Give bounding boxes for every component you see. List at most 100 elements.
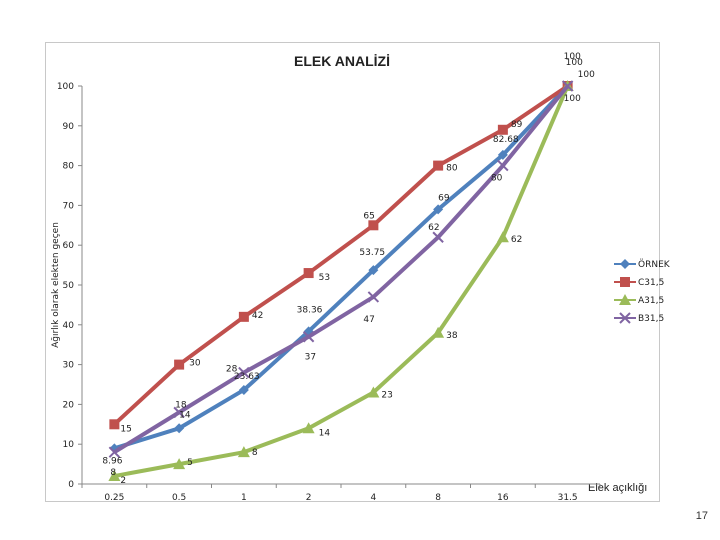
- y-tick-label: 100: [57, 82, 74, 92]
- series-line-0: [113, 84, 570, 451]
- series-point-0: [497, 149, 508, 160]
- legend-label: C31,5: [638, 278, 664, 288]
- data-label: 62: [428, 223, 439, 233]
- data-label: 47: [363, 315, 374, 325]
- series-point-1: [174, 359, 185, 370]
- y-axis-label: Ağırlık olarak elekten geçen: [51, 222, 61, 348]
- y-tick-label: 10: [63, 440, 75, 450]
- series-point-0: [174, 423, 185, 434]
- series-line-1: [113, 84, 569, 426]
- series-point-2: [108, 470, 121, 482]
- data-label: 15: [120, 424, 131, 434]
- legend-label: ÖRNEK: [638, 259, 671, 270]
- data-label: 53.75: [359, 248, 385, 258]
- series-point-2: [302, 422, 315, 434]
- data-label: 65: [363, 211, 374, 221]
- data-label: 53: [319, 273, 330, 283]
- series-point-1: [433, 160, 444, 171]
- y-tick-label: 20: [63, 400, 75, 410]
- x-tick-label: 31.5: [558, 493, 578, 503]
- x-tick-label: 1: [241, 493, 247, 503]
- series-point-1: [109, 419, 120, 430]
- legend: ÖRNEK C31,5 A31,5 B31,5: [614, 259, 671, 324]
- series-line-3: [113, 84, 570, 454]
- series-point-0: [433, 204, 444, 215]
- legend-label: B31,5: [638, 314, 664, 324]
- data-label: 82.68: [493, 135, 519, 145]
- data-label: 14: [319, 428, 331, 438]
- x-tick-label: 0.25: [104, 493, 124, 503]
- series-lines: [108, 80, 574, 482]
- data-label: 38: [446, 331, 458, 341]
- series-point-3: [561, 80, 574, 92]
- data-label: 100: [566, 58, 583, 68]
- series-point-0: [368, 265, 379, 276]
- series-point-3: [108, 446, 121, 458]
- page-number: 17: [695, 510, 708, 522]
- data-label: 5: [187, 458, 193, 468]
- y-tick-label: 60: [63, 241, 75, 251]
- legend-marker: [619, 312, 631, 324]
- series-point-2: [496, 231, 509, 243]
- chart-frame: [45, 42, 660, 502]
- y-tick-label: 40: [63, 321, 75, 331]
- data-label: 30: [189, 359, 201, 369]
- series-point-3: [173, 406, 185, 419]
- data-label: 28: [226, 365, 238, 375]
- legend-marker: [620, 277, 630, 287]
- data-label: 100: [564, 52, 581, 62]
- data-label: 14: [179, 410, 191, 420]
- data-label: 38.36: [297, 305, 323, 315]
- y-tick-label: 80: [63, 162, 75, 172]
- data-label: 8: [252, 448, 258, 458]
- data-label: 23.63: [234, 372, 260, 382]
- data-label: 8.96: [102, 456, 122, 466]
- y-tick-label: 90: [63, 122, 75, 132]
- legend-marker: [619, 294, 631, 305]
- legend-label: A31,5: [638, 296, 664, 306]
- series-point-3: [367, 291, 380, 303]
- data-label: 89: [511, 120, 523, 130]
- data-label: 8: [110, 468, 116, 478]
- series-point-0: [238, 384, 249, 395]
- x-axis-label: Elek açıklığı: [588, 482, 647, 494]
- series-point-2: [237, 446, 250, 458]
- series-point-2: [432, 326, 445, 338]
- data-label: 2: [120, 476, 126, 486]
- data-labels: 8.96 14 23.63 38.36 53.75 69 82.68 100 15 30 42 53 6…: [102, 52, 595, 486]
- legend-marker: [620, 259, 630, 269]
- data-label: 100: [578, 70, 595, 80]
- series-point-1: [238, 311, 249, 322]
- series-point-1: [303, 268, 314, 279]
- data-label: 23: [381, 390, 392, 400]
- data-label: 80: [491, 174, 503, 184]
- x-tick-label: 4: [371, 493, 377, 503]
- series-point-1: [497, 124, 508, 135]
- series-point-3: [238, 366, 250, 379]
- y-tick-label: 30: [63, 361, 75, 371]
- data-label: 37: [305, 353, 316, 363]
- series-point-3: [497, 159, 509, 172]
- x-tick-labels: 0.25 0.5 1 2 4 8 16 31.5: [104, 493, 577, 503]
- y-tick-label: 70: [63, 201, 75, 211]
- x-tick-label: 8: [435, 493, 441, 503]
- series-point-3: [302, 331, 315, 343]
- x-tick-label: 2: [306, 493, 312, 503]
- y-tick-labels: 0 10 20 30 40 50 60 70 80 90 100: [57, 82, 74, 490]
- series-point-2: [173, 458, 186, 470]
- data-label: 69: [438, 193, 450, 203]
- data-label: 80: [446, 164, 458, 174]
- data-label: 62: [511, 235, 522, 245]
- series-point-3: [432, 231, 444, 243]
- x-tick-label: 16: [497, 493, 509, 503]
- data-label: 42: [252, 311, 263, 321]
- series-point-1: [368, 220, 379, 231]
- data-label: 100: [564, 94, 581, 104]
- data-label: 18: [175, 400, 187, 410]
- y-tick-label: 0: [68, 480, 74, 490]
- y-tick-label: 50: [63, 281, 75, 291]
- chart-title: ELEK ANALİZİ: [294, 53, 390, 69]
- series-line-2: [114, 85, 570, 479]
- x-tick-label: 0.5: [172, 493, 186, 503]
